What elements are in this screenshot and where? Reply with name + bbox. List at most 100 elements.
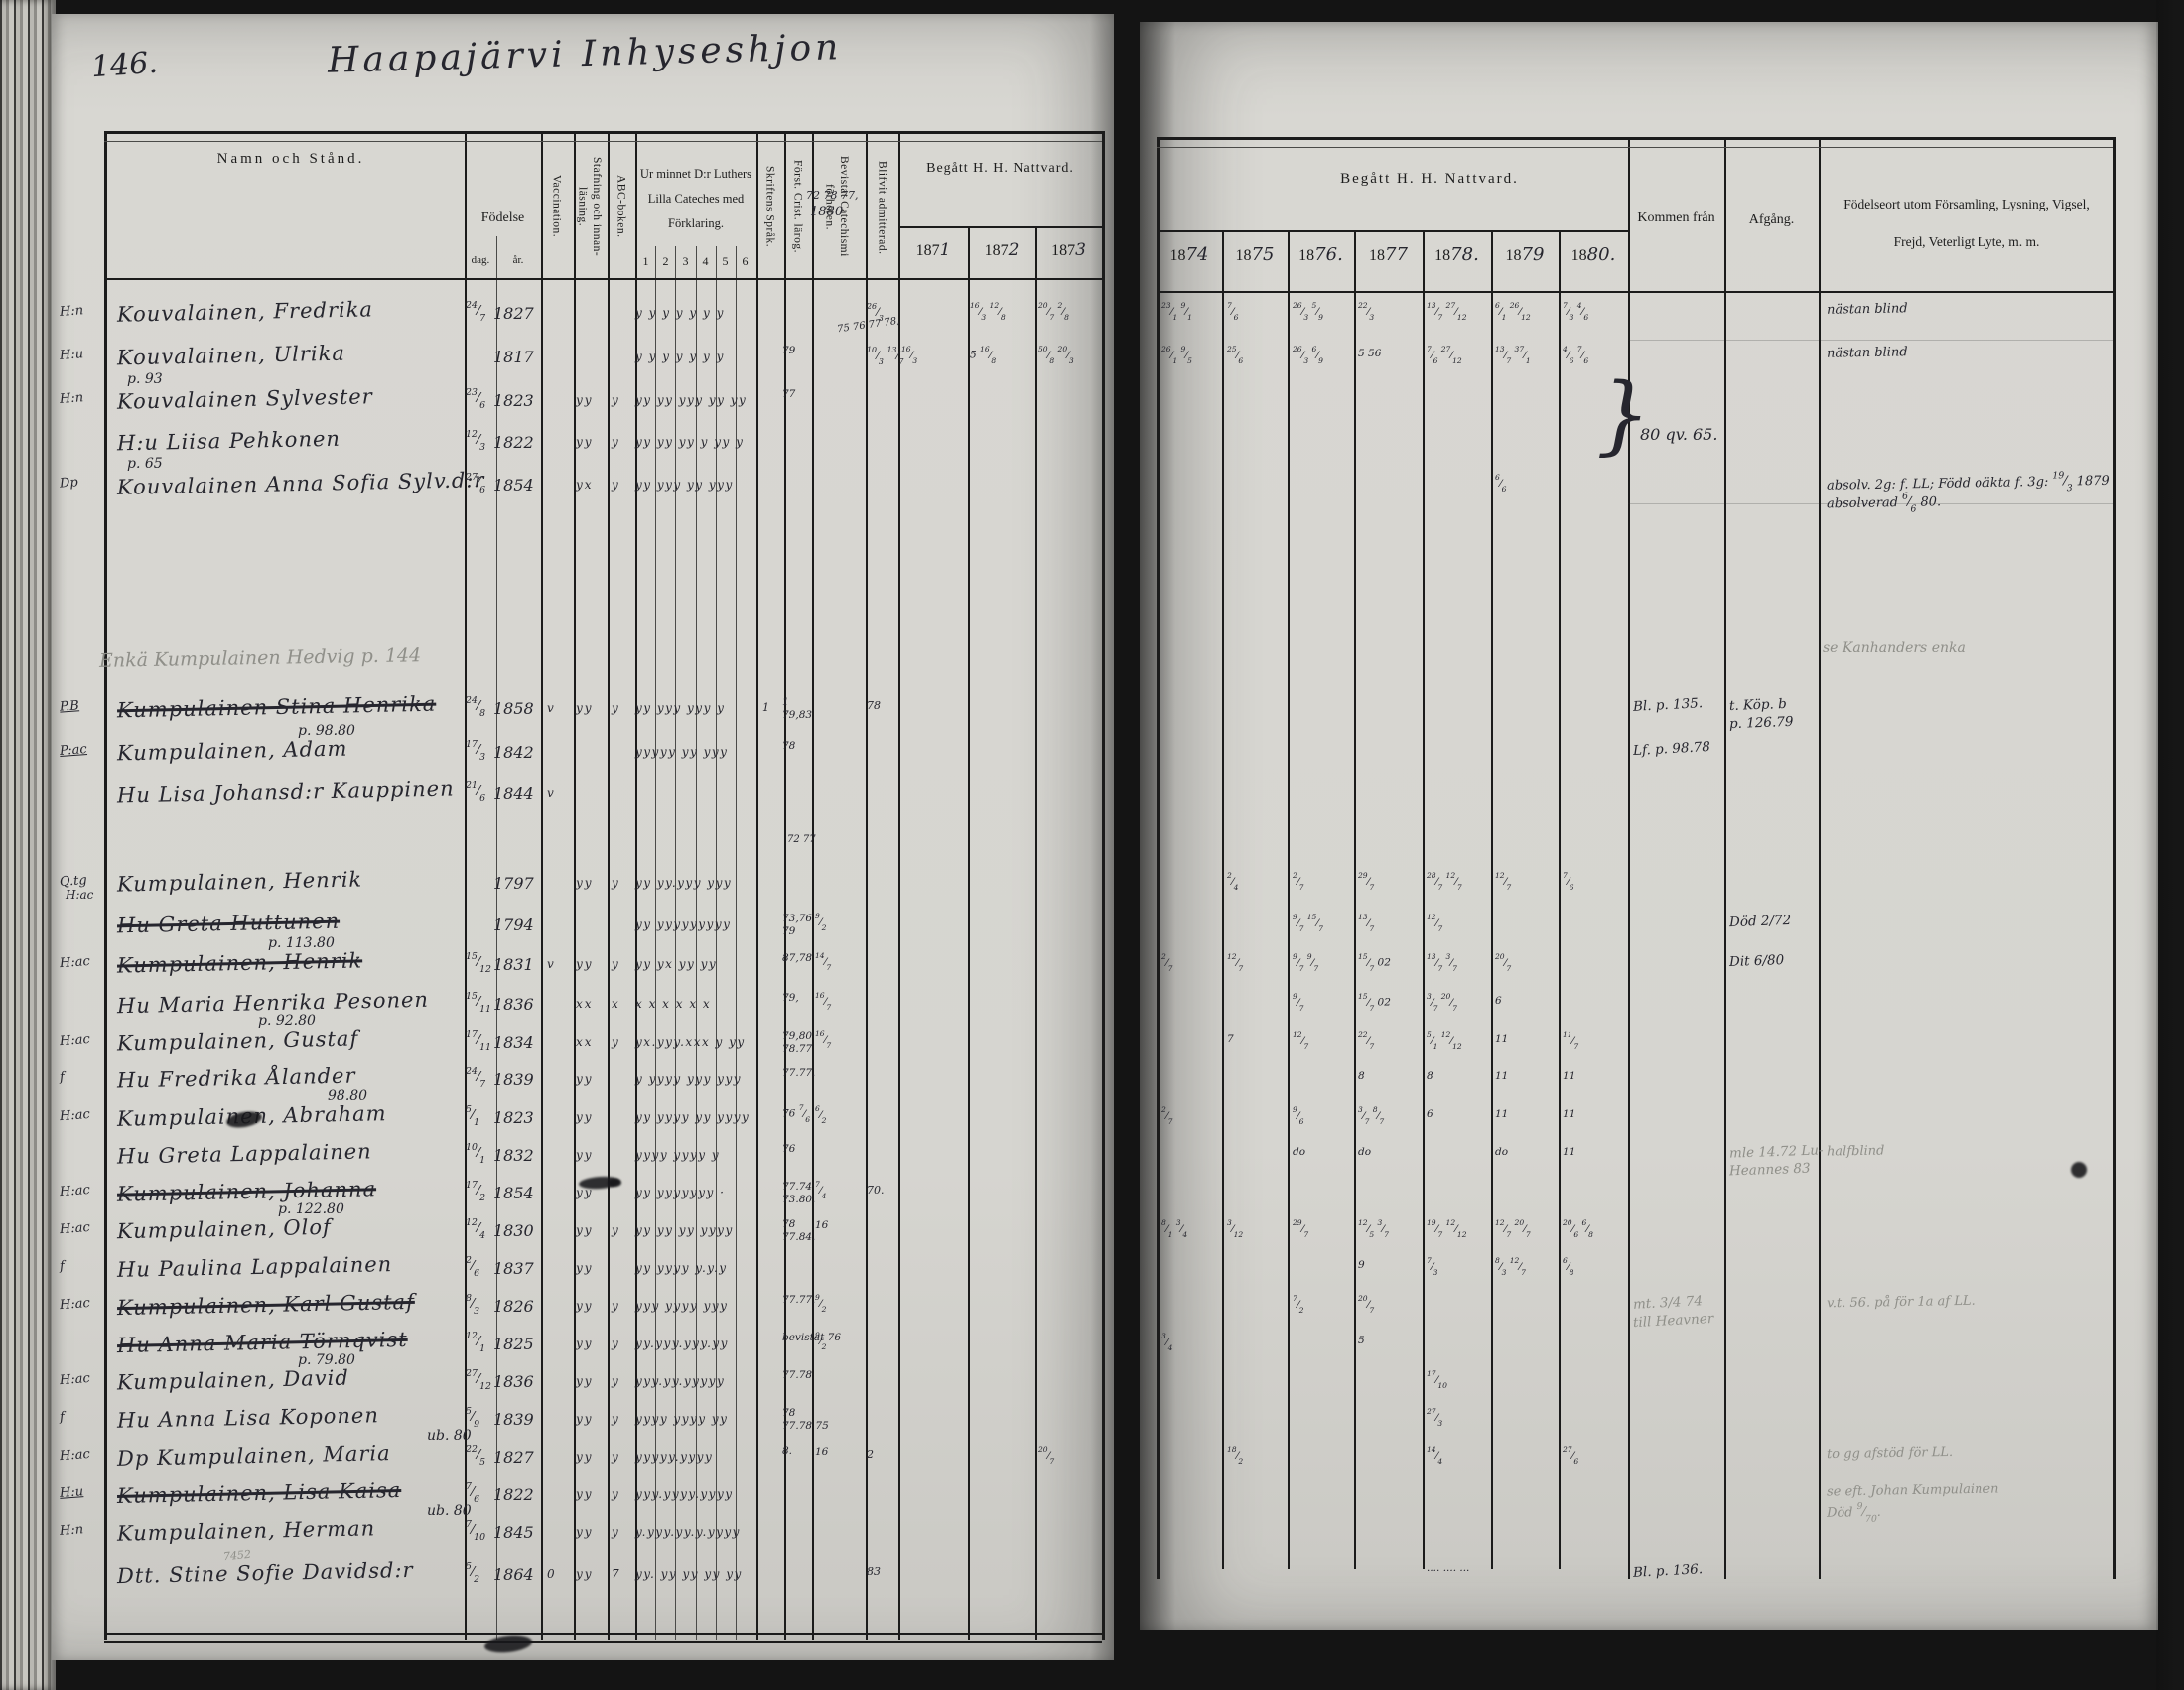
communion-mark: 11 xyxy=(1563,1146,1576,1158)
cateches-marks: yy yy yy yyyy xyxy=(635,1223,734,1237)
cateches-marks: yyyy yyyy yy xyxy=(635,1412,729,1426)
birth-day: 21⁄6 xyxy=(466,780,486,804)
forst-crist-note: bevistat 76 xyxy=(782,1332,842,1343)
table-rule-v xyxy=(655,246,656,1640)
header-bevistat: Bevistat Catechismi förhören. xyxy=(823,156,850,257)
remark-note: nästan blind xyxy=(1826,301,1908,318)
cateches-marks: yy yyyy y.y.y xyxy=(635,1261,728,1275)
cateches-marks: yx.yyy.xxx y yy xyxy=(635,1035,746,1049)
vaccination-mark: v xyxy=(547,786,554,800)
forst-crist-note: 73.80. xyxy=(782,1194,816,1205)
communion-mark: 7⁄6 xyxy=(1563,871,1574,892)
birth-day: 8⁄3 xyxy=(466,1293,480,1317)
margin-code: P:ac xyxy=(59,742,88,759)
table-rule-h xyxy=(104,131,1102,134)
stafning-marks: yy xyxy=(576,1299,594,1313)
communion-mark: 2⁄7 xyxy=(1161,1105,1173,1126)
communion-mark: 6⁄8 xyxy=(1563,1256,1574,1277)
abc-mark: y xyxy=(612,1223,618,1237)
bevistat-note: 7⁄4 xyxy=(815,1180,827,1200)
stafning-marks: yy xyxy=(576,701,594,715)
communion-mark: 29⁄7 xyxy=(1293,1218,1309,1239)
margin-code: H:n xyxy=(59,303,84,320)
birth-year: 1822 xyxy=(493,1485,534,1504)
birth-year: 1817 xyxy=(493,348,534,366)
vaccination-mark: v xyxy=(547,957,554,971)
margin-code: H:ac xyxy=(59,1182,91,1200)
forst-crist-note: 73,76 xyxy=(782,913,813,924)
communion-mark: 11 xyxy=(1495,1033,1509,1045)
forst-crist-note: 78.77 xyxy=(782,1043,813,1055)
birth-day: 23⁄6 xyxy=(466,387,486,411)
cateches-marks: y y y y y y y xyxy=(635,306,725,320)
birth-year: 1844 xyxy=(493,784,534,803)
header-abc-boken: ABC-boken. xyxy=(614,175,627,238)
admitterad-note: 78 xyxy=(867,699,881,712)
birth-year: 1854 xyxy=(493,476,534,494)
communion-mark: 9⁄6 xyxy=(1293,1105,1304,1126)
ink-blot xyxy=(2071,1162,2087,1178)
abc-mark: y xyxy=(612,1337,618,1350)
forst-crist-note: 79 xyxy=(782,345,796,356)
cateches-marks: y.yyy.yy.y.yyyy xyxy=(635,1525,741,1539)
birth-year: 1837 xyxy=(493,1259,534,1278)
birth-year: 1832 xyxy=(493,1146,534,1165)
afgang-note: Heannes 83 xyxy=(1728,1160,1811,1180)
stafning-marks: yy xyxy=(576,435,594,449)
header-year: 1877 xyxy=(1369,244,1408,265)
stafning-marks: yy xyxy=(576,1567,594,1581)
communion-mark: 20⁄7 xyxy=(1038,1445,1055,1466)
page-ref-note: p. 113.80 xyxy=(268,935,335,951)
birth-year: 1854 xyxy=(493,1184,534,1202)
abc-mark: y xyxy=(612,1450,618,1464)
table-rule-v xyxy=(608,131,610,1640)
communion-mark: 20⁄7 xyxy=(1495,952,1512,973)
communion-mark: 2⁄4 xyxy=(1227,871,1239,892)
communion-mark: 15⁄7 02 xyxy=(1358,992,1391,1013)
table-rule-v xyxy=(496,236,497,1640)
admitterad-note: 2 xyxy=(867,1448,874,1461)
communion-mark: do xyxy=(1495,1146,1509,1158)
communion-mark: 27⁄3 xyxy=(1427,1407,1443,1428)
forst-crist-note: 77.74 xyxy=(782,1181,813,1193)
remark-note: se eft. Johan Kumpulainen xyxy=(1826,1481,1999,1500)
remark-note: nästan blind xyxy=(1826,345,1908,361)
communion-mark: 20⁄6 6⁄8 xyxy=(1563,1218,1593,1239)
header-vaccination: Vaccination. xyxy=(550,175,563,238)
remark-note: absolverad 6⁄6 80. xyxy=(1826,491,1942,515)
header-kommen-fran: Kommen från xyxy=(1637,211,1715,225)
communion-mark: 19⁄7 12⁄12 xyxy=(1427,1218,1467,1239)
cateches-marks: yy. yy yy yy yy xyxy=(635,1567,743,1581)
communion-mark: 16⁄3 12⁄8 xyxy=(970,301,1006,322)
communion-mark: 2⁄7 xyxy=(1293,871,1304,892)
margin-code: f xyxy=(59,1258,66,1275)
birth-day: 24⁄7 xyxy=(466,1066,486,1090)
birth-year: 1836 xyxy=(493,1372,534,1391)
communion-mark: 22⁄3 xyxy=(1358,301,1375,322)
table-rule-v xyxy=(736,246,737,1640)
communion-mark: 11 xyxy=(1563,1108,1576,1120)
margin-code: Dp xyxy=(59,475,79,492)
communion-mark: 8 xyxy=(1358,1070,1365,1082)
header-ar: år. xyxy=(512,254,524,266)
header-cateches-col: 4 xyxy=(702,254,709,268)
stafning-marks: yy xyxy=(576,876,594,890)
communion-mark: 8⁄1 3⁄4 xyxy=(1161,1218,1188,1239)
communion-mark: 3⁄4 xyxy=(1161,1332,1173,1352)
birth-day: 7⁄6 xyxy=(466,1481,480,1505)
communion-mark: 7⁄3 xyxy=(1427,1256,1438,1277)
communion-mark: 12⁄7 xyxy=(1495,871,1512,892)
table-rule-v xyxy=(696,246,697,1640)
scan-right-edge xyxy=(2156,0,2184,1690)
table-rule-v xyxy=(574,131,576,1640)
communion-mark: 18⁄2 xyxy=(1227,1445,1244,1466)
communion-mark: 26⁄1 9⁄5 xyxy=(1161,345,1192,365)
birth-year: 1830 xyxy=(493,1221,534,1240)
header-cateches-3: Förklaring. xyxy=(668,216,724,230)
bevistat-note: 16 xyxy=(815,1219,829,1231)
communion-mark: 25⁄6 xyxy=(1227,345,1244,365)
margin-code: H:u xyxy=(59,1484,84,1501)
birth-day: 22⁄5 xyxy=(466,1444,486,1468)
communion-mark: 50⁄8 20⁄3 xyxy=(1038,345,1074,365)
afgang-note: mle 14.72 Lu- xyxy=(1728,1142,1824,1162)
